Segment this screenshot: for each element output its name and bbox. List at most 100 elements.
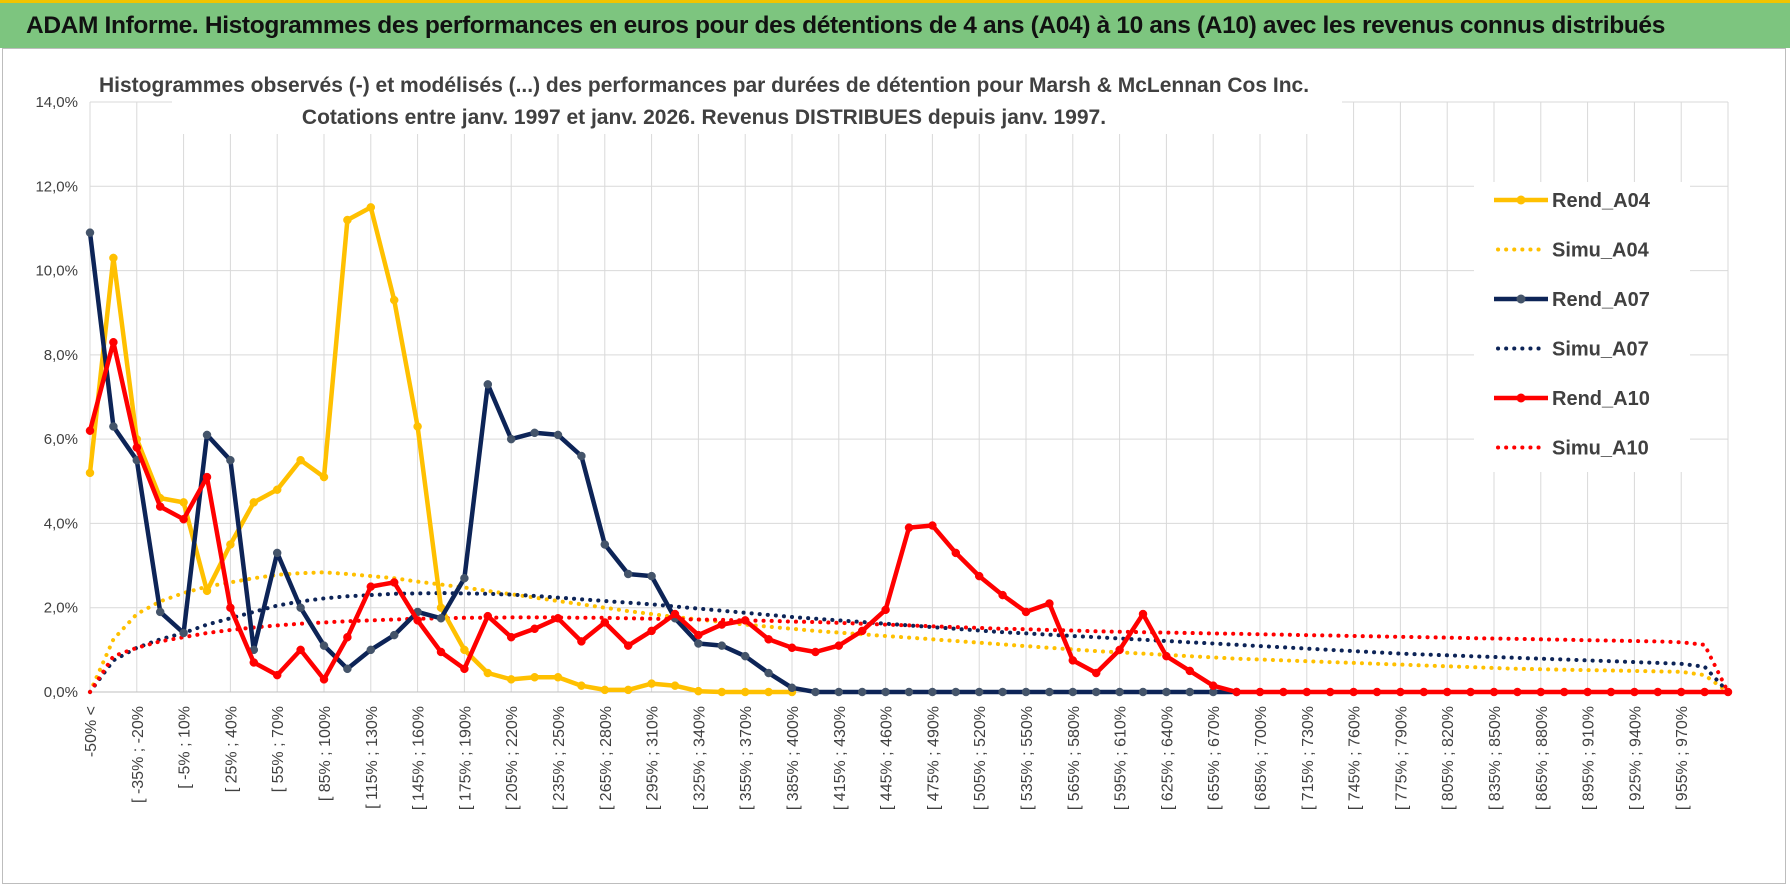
data-point [1513,687,1522,697]
data-point [249,498,259,507]
data-point [974,687,984,697]
data-point [272,670,282,680]
data-point [319,675,329,684]
data-point [460,573,469,583]
chart-series [85,203,1733,697]
data-point [226,455,235,465]
x-tick-label: [ 775% ; 790% [1393,706,1410,810]
data-point [1068,656,1078,665]
data-point [1255,687,1265,697]
legend-label: Simu_A04 [1552,240,1650,262]
data-point [1115,687,1124,697]
data-point [109,337,118,347]
x-tick-label: [ -5% ; 10% [177,706,194,789]
data-point [343,215,352,225]
legend-item-rend_a07: Rend_A07 [1494,289,1650,311]
x-tick-label: [ 715% ; 730% [1300,706,1317,810]
x-tick-label: [ 685% ; 700% [1253,706,1270,810]
data-point [600,685,610,695]
data-point [1091,687,1101,697]
legend-backdrop [1474,182,1690,472]
data-point [647,571,656,581]
x-tick-label: [ 235% ; 250% [551,706,568,810]
data-point [1068,687,1078,697]
data-point [951,548,961,558]
data-point [998,590,1007,600]
data-point [600,540,610,549]
data-point [834,687,844,697]
data-point [647,626,656,636]
x-tick-label: [ 745% ; 760% [1347,706,1364,810]
x-tick-label: [ 535% ; 550% [1019,706,1036,810]
data-point [717,687,727,697]
x-tick-label: [ 145% ; 160% [411,706,428,810]
data-point [155,502,165,511]
x-tick-label: [ 595% ; 610% [1113,706,1130,810]
data-point [787,683,797,693]
data-point [226,540,235,549]
y-tick-label: 6,0% [44,431,78,448]
data-point [343,632,352,642]
data-point [811,647,820,657]
data-point [1045,687,1054,697]
series-simu_a04 [88,570,1730,694]
x-tick-label: [ 265% ; 280% [598,706,615,810]
legend-item-simu_a04: Simu_A04 [1496,240,1650,262]
data-point [1559,687,1569,697]
y-tick-label: 0,0% [44,684,78,701]
data-point [413,616,422,625]
data-point [1723,687,1733,697]
data-point [1138,609,1148,619]
series-line-simu_a04 [88,570,1730,694]
data-point [1115,645,1124,655]
data-point [483,611,493,621]
data-point [1162,651,1171,661]
data-point [506,434,516,444]
data-point [202,586,212,596]
data-point [530,624,539,634]
data-point [1442,687,1452,697]
data-point [1700,687,1709,697]
legend-item-simu_a10: Simu_A10 [1496,438,1649,460]
data-point [1279,687,1288,697]
x-tick-label: [ 55% ; 70% [270,706,287,792]
x-tick-label: [ 85% ; 100% [317,706,334,801]
data-point [998,687,1007,697]
data-point [319,472,329,482]
data-point [226,603,235,612]
data-point [904,687,914,697]
x-tick-label: -50% < [83,706,100,757]
data-point [1325,687,1335,697]
data-point [366,645,376,655]
data-point [1419,687,1429,697]
data-point [834,641,844,650]
data-point [296,455,305,465]
data-point [1021,607,1031,617]
data-point [413,422,422,431]
data-point [1536,687,1546,697]
data-point [764,635,773,644]
chart-title-line-1: Histogrammes observés (-) et modélisés (… [99,74,1309,97]
x-tick-label: [ -35% ; -20% [130,706,147,803]
data-point [1583,687,1592,697]
series-rend_a04 [85,203,797,697]
x-tick-label: [ 445% ; 460% [879,706,896,810]
data-point [623,569,633,579]
data-point [436,647,446,657]
data-point [764,687,773,697]
series-rend_a07 [85,228,1241,697]
report-title: ADAM Informe. Histogrammes des performan… [26,11,1665,39]
x-tick-label: [ 295% ; 310% [645,706,662,810]
legend-label: Rend_A07 [1552,289,1650,311]
data-point [272,548,282,558]
data-point [132,443,142,452]
data-point [249,658,259,667]
data-point [1091,668,1101,678]
legend-label: Rend_A10 [1552,388,1650,410]
data-point [460,664,469,674]
title-backdrop [172,68,1342,134]
legend-item-simu_a07: Simu_A07 [1496,339,1649,361]
data-point [577,637,586,646]
x-tick-label: [ 25% ; 40% [223,706,240,792]
